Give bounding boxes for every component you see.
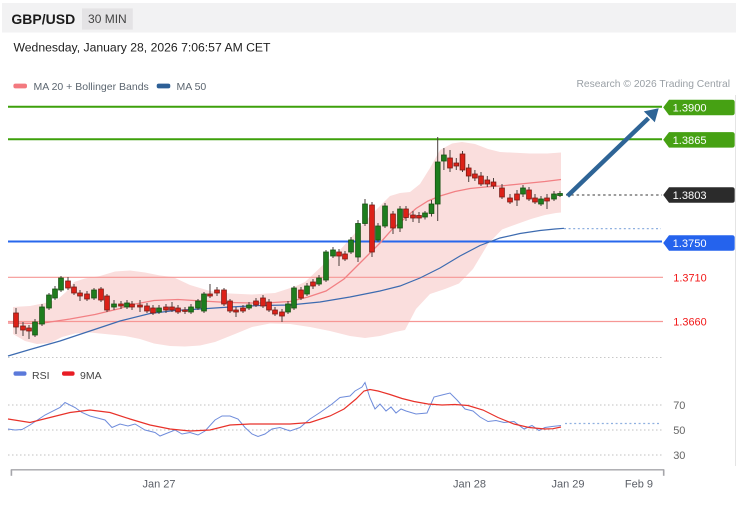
svg-text:Research © 2026 Trading Centra: Research © 2026 Trading Central [576,79,730,90]
svg-text:30 MIN: 30 MIN [88,12,127,26]
svg-text:1.3900: 1.3900 [673,103,707,115]
svg-text:70: 70 [673,400,685,412]
svg-text:1.3710: 1.3710 [673,272,706,284]
svg-text:1.3803: 1.3803 [673,190,707,202]
svg-text:MA 20 + Bollinger Bands: MA 20 + Bollinger Bands [34,81,149,93]
svg-text:9MA: 9MA [80,370,102,382]
svg-text:1.3865: 1.3865 [673,135,707,147]
svg-text:50: 50 [673,425,685,437]
svg-text:Jan 28: Jan 28 [453,478,486,490]
svg-text:Wednesday, January 28, 2026 7:: Wednesday, January 28, 2026 7:06:57 AM C… [14,41,272,55]
svg-text:RSI: RSI [32,370,50,382]
svg-text:1.3660: 1.3660 [673,317,706,329]
svg-text:GBP/USD: GBP/USD [11,11,75,27]
svg-text:MA 50: MA 50 [177,81,207,93]
svg-text:Jan 29: Jan 29 [551,478,584,490]
svg-text:Feb 9: Feb 9 [625,478,653,490]
svg-text:Jan 27: Jan 27 [142,478,175,490]
svg-text:1.3750: 1.3750 [673,238,707,250]
svg-text:30: 30 [673,450,685,462]
